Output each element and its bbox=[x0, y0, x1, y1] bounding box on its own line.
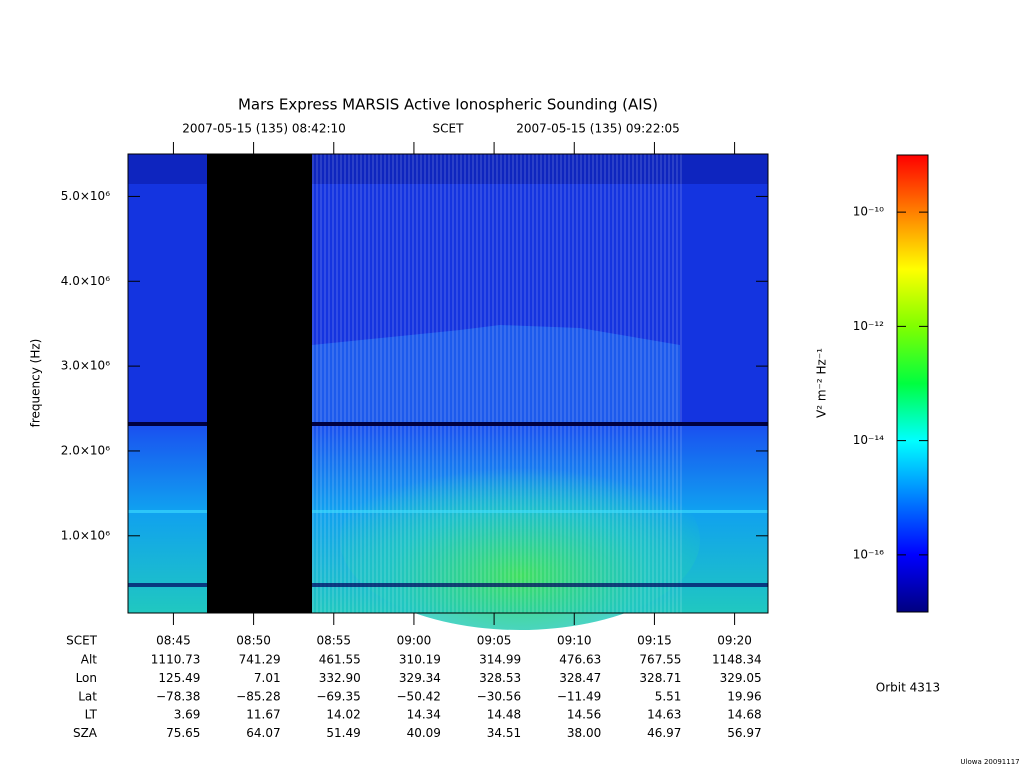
time-frame: SCET bbox=[433, 122, 465, 136]
ephemeris-value: 34.51 bbox=[487, 726, 521, 740]
ephemeris-value: −50.42 bbox=[397, 689, 441, 703]
ephemeris-value: −30.56 bbox=[477, 689, 521, 703]
ephemeris-value: −85.28 bbox=[236, 689, 280, 703]
ephemeris-value: 19.96 bbox=[727, 689, 761, 703]
ephemeris-value: 5.51 bbox=[655, 689, 682, 703]
ephemeris-value: 40.09 bbox=[407, 726, 441, 740]
x-tick-label: 08:50 bbox=[236, 634, 271, 648]
ephemeris-value: 14.56 bbox=[567, 708, 601, 722]
ephemeris-value: 46.97 bbox=[647, 726, 681, 740]
ephemeris-value: 332.90 bbox=[319, 671, 361, 685]
x-tick-label: 08:45 bbox=[156, 634, 191, 648]
spectrogram-texture bbox=[128, 583, 768, 587]
ephemeris-row-label: Lon bbox=[76, 671, 97, 685]
data-gap bbox=[207, 154, 312, 613]
ephemeris-value: 14.68 bbox=[727, 708, 761, 722]
ephemeris-value: 1110.73 bbox=[151, 653, 201, 667]
x-tick-label: 08:55 bbox=[316, 634, 351, 648]
x-tick-label: 09:15 bbox=[637, 634, 672, 648]
ephemeris-row-label: LT bbox=[85, 708, 98, 722]
ephemeris-value: 125.49 bbox=[158, 671, 200, 685]
y-tick-label: 5.0×10⁶ bbox=[61, 189, 110, 203]
x-tick-label: 09:10 bbox=[557, 634, 592, 648]
colorbar-tick-label: 10⁻¹² bbox=[853, 319, 884, 333]
ephemeris-value: −78.38 bbox=[156, 689, 200, 703]
ephemeris-value: 64.07 bbox=[246, 726, 280, 740]
spectrogram-texture bbox=[128, 510, 768, 513]
ephemeris-value: 3.69 bbox=[174, 708, 201, 722]
y-tick-label: 2.0×10⁶ bbox=[61, 443, 110, 457]
plot-frame bbox=[127, 153, 769, 614]
spectrogram bbox=[128, 154, 768, 630]
orbit-annotation: Orbit 4313 bbox=[876, 681, 940, 695]
ephemeris-value: 14.63 bbox=[647, 708, 681, 722]
ephemeris-value: 476.63 bbox=[559, 653, 601, 667]
ephemeris-value: 1148.34 bbox=[712, 653, 762, 667]
ephemeris-value: 310.19 bbox=[399, 653, 441, 667]
spectrogram-texture bbox=[128, 422, 768, 426]
ephemeris-value: 56.97 bbox=[727, 726, 761, 740]
x-axis-label: SCET bbox=[66, 634, 98, 648]
ephemeris-value: −11.49 bbox=[557, 689, 601, 703]
ephemeris-value: 329.05 bbox=[720, 671, 762, 685]
x-tick-label: 09:05 bbox=[477, 634, 512, 648]
ephemeris-value: 328.53 bbox=[479, 671, 521, 685]
ephemeris-value: 328.71 bbox=[639, 671, 681, 685]
ephemeris-value: 14.48 bbox=[487, 708, 521, 722]
ephemeris-value: 314.99 bbox=[479, 653, 521, 667]
colorbar bbox=[896, 154, 929, 613]
y-axis-label: frequency (Hz) bbox=[29, 339, 43, 428]
chart-title: Mars Express MARSIS Active Ionospheric S… bbox=[238, 96, 658, 114]
ephemeris-value: 7.01 bbox=[254, 671, 281, 685]
colorbar-tick-label: 10⁻¹⁴ bbox=[853, 433, 884, 447]
credit-annotation: Ulowa 20091117 bbox=[960, 758, 1019, 766]
ephemeris-value: −69.35 bbox=[316, 689, 360, 703]
ephemeris-value: 14.34 bbox=[407, 708, 441, 722]
colorbar-tick-label: 10⁻¹⁰ bbox=[853, 205, 884, 219]
ephemeris-value: 329.34 bbox=[399, 671, 441, 685]
y-tick-label: 4.0×10⁶ bbox=[61, 274, 110, 288]
ephemeris-value: 328.47 bbox=[559, 671, 601, 685]
x-tick-label: 09:00 bbox=[397, 634, 432, 648]
ephemeris-row-label: Lat bbox=[78, 689, 97, 703]
ephemeris-value: 38.00 bbox=[567, 726, 601, 740]
colorbar-tick-label: 10⁻¹⁶ bbox=[853, 547, 884, 561]
x-tick-label: 09:20 bbox=[717, 634, 752, 648]
ephemeris-value: 75.65 bbox=[166, 726, 200, 740]
ephemeris-value: 14.02 bbox=[326, 708, 360, 722]
ephemeris-value: 11.67 bbox=[246, 708, 280, 722]
ephemeris-value: 741.29 bbox=[239, 653, 281, 667]
ephemeris-value: 51.49 bbox=[326, 726, 360, 740]
ephemeris-value: 461.55 bbox=[319, 653, 361, 667]
ephemeris-row-label: SZA bbox=[73, 726, 98, 740]
ephemeris-value: 767.55 bbox=[639, 653, 681, 667]
y-tick-label: 3.0×10⁶ bbox=[61, 359, 110, 373]
time-end: 2007-05-15 (135) 09:22:05 bbox=[516, 122, 680, 136]
time-start: 2007-05-15 (135) 08:42:10 bbox=[182, 122, 346, 136]
y-tick-label: 1.0×10⁶ bbox=[61, 528, 110, 542]
spectrogram-texture bbox=[312, 154, 682, 613]
ephemeris-row-label: Alt bbox=[81, 653, 98, 667]
colorbar-label: V² m⁻² Hz⁻¹ bbox=[815, 348, 829, 418]
